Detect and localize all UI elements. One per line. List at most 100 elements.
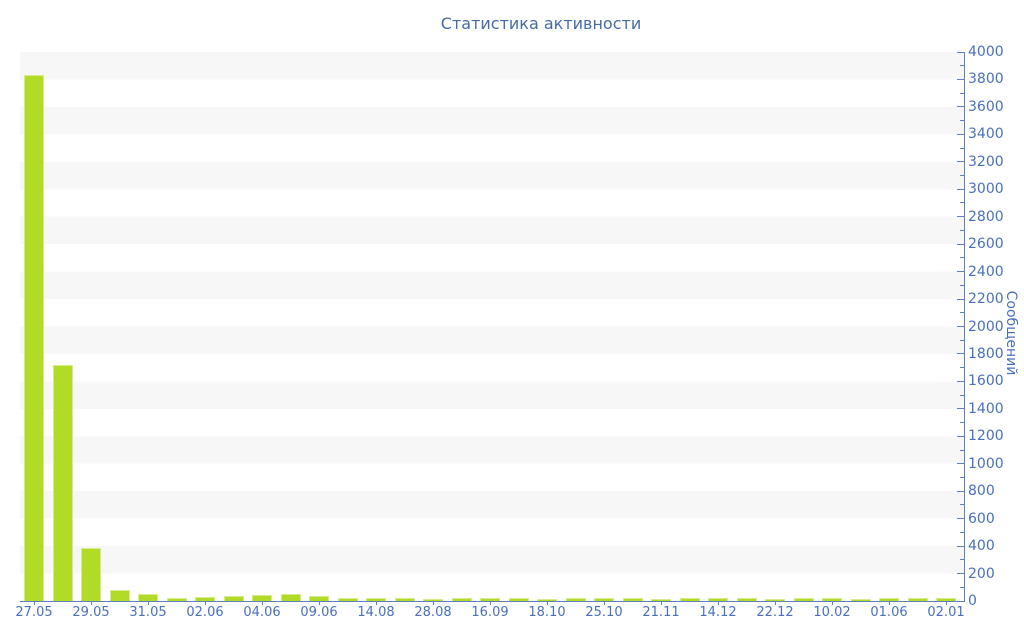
chart-title: Статистика активности	[440, 14, 642, 33]
bar	[480, 598, 500, 601]
bar	[166, 597, 187, 601]
x-tick	[831, 601, 833, 605]
y-major-tick	[957, 463, 964, 465]
x-tick	[717, 601, 719, 605]
y-tick-label: 2000	[968, 318, 1004, 335]
y-tick-label: 3000	[968, 181, 1004, 198]
y-minor-tick	[960, 92, 964, 94]
bar	[280, 594, 301, 601]
bar	[708, 598, 728, 601]
y-minor-tick	[960, 422, 964, 424]
y-minor-tick	[960, 202, 964, 204]
y-tick-label: 1800	[968, 345, 1004, 362]
y-minor-tick	[960, 339, 964, 341]
y-major-tick	[957, 243, 964, 245]
bar	[195, 596, 215, 601]
y-minor-tick	[960, 257, 964, 259]
y-minor-tick	[960, 586, 964, 588]
x-tick-label: 18.10	[528, 605, 566, 620]
y-minor-tick	[960, 147, 964, 149]
y-major-tick	[957, 545, 964, 547]
x-tick	[603, 601, 605, 605]
y-minor-tick	[960, 559, 964, 561]
y-minor-tick	[960, 120, 964, 122]
y-major-tick	[957, 161, 964, 163]
y-tick-label: 1600	[968, 373, 1004, 390]
y-tick-label: 2600	[968, 236, 1004, 253]
x-tick-label: 16.09	[471, 605, 509, 620]
y-minor-tick	[960, 312, 964, 314]
y-major-tick	[957, 216, 964, 218]
y-tick-label: 3400	[968, 126, 1004, 143]
y-tick-label: 1000	[968, 455, 1004, 472]
y-tick-label: 600	[968, 510, 995, 527]
x-tick	[489, 601, 491, 605]
bar	[109, 590, 130, 601]
y-major-tick	[957, 380, 964, 382]
y-tick-label: 2200	[968, 291, 1004, 308]
bar	[394, 597, 415, 601]
x-tick	[318, 601, 320, 605]
x-tick-label: 01.06	[870, 605, 908, 620]
y-major-tick	[957, 435, 964, 437]
x-tick-label: 10.02	[813, 605, 851, 620]
y-tick-label: 1200	[968, 428, 1004, 445]
y-major-tick	[957, 408, 964, 410]
y-major-tick	[957, 298, 964, 300]
y-tick-label: 400	[968, 538, 995, 555]
x-tick-label: 31.05	[129, 605, 167, 620]
y-major-tick	[957, 271, 964, 273]
y-major-tick	[957, 573, 964, 575]
y-major-tick	[957, 600, 964, 602]
y-tick-label: 0	[968, 593, 977, 609]
x-tick-label: 28.08	[414, 605, 452, 620]
y-axis-title: Сообщений	[1003, 290, 1019, 376]
bar	[822, 597, 842, 601]
x-tick	[204, 601, 206, 605]
y-minor-tick	[960, 449, 964, 451]
bar	[252, 594, 272, 601]
x-tick	[432, 601, 434, 605]
plot-area	[20, 51, 965, 602]
bar	[907, 598, 928, 601]
y-tick-label: 2400	[968, 263, 1004, 280]
x-tick-label: 25.10	[585, 605, 623, 620]
bar	[679, 597, 700, 601]
y-major-tick	[957, 490, 964, 492]
x-tick	[33, 601, 35, 605]
x-tick	[888, 601, 890, 605]
x-tick-label: 02.01	[927, 605, 965, 620]
y-minor-tick	[960, 531, 964, 533]
bar	[451, 597, 472, 601]
x-tick-label: 09.06	[300, 605, 338, 620]
bar	[594, 597, 614, 601]
y-tick-label: 3200	[968, 153, 1004, 170]
y-minor-tick	[960, 504, 964, 506]
bar	[879, 598, 899, 601]
x-tick-label: 21.11	[642, 605, 680, 620]
x-tick-label: 22.12	[756, 605, 794, 620]
y-major-tick	[957, 326, 964, 327]
bar	[736, 597, 757, 601]
bar	[223, 596, 244, 601]
y-major-tick	[957, 518, 964, 520]
x-tick-label: 14.12	[699, 605, 737, 620]
x-tick	[660, 601, 662, 605]
bar	[138, 594, 158, 601]
x-tick	[375, 601, 377, 605]
bar	[24, 74, 44, 601]
bar	[765, 598, 785, 601]
bar	[565, 598, 586, 601]
y-minor-tick	[960, 284, 964, 286]
y-tick-label: 4000	[968, 44, 1004, 60]
x-tick	[774, 601, 776, 605]
bar	[366, 598, 386, 601]
x-tick	[261, 601, 263, 605]
y-major-tick	[957, 106, 964, 108]
y-major-tick	[957, 188, 964, 190]
x-tick-label: 27.05	[15, 605, 53, 620]
y-tick-label: 1400	[968, 400, 1004, 417]
x-tick	[90, 601, 92, 605]
bar	[793, 598, 814, 601]
